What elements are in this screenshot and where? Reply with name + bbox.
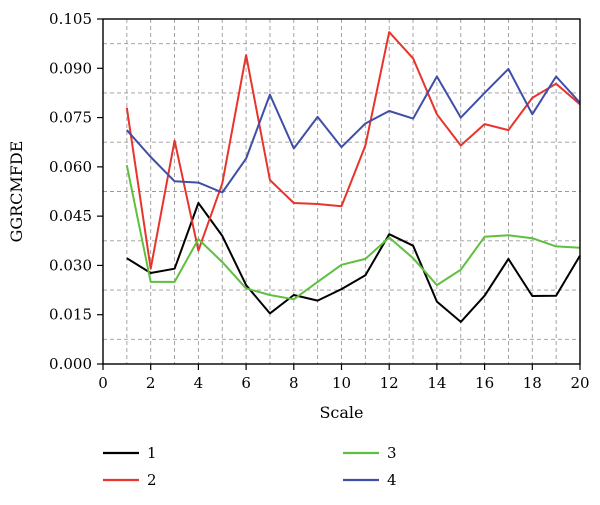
legend-label-4: 4 <box>387 471 397 489</box>
x-tick-label: 12 <box>380 374 399 392</box>
series-line-3 <box>125 164 581 301</box>
x-tick-label: 6 <box>241 374 251 392</box>
x-tick-label: 10 <box>332 374 351 392</box>
y-tick-label: 0.105 <box>49 10 92 28</box>
x-tick-label: 0 <box>98 374 108 392</box>
plot-series <box>125 31 581 323</box>
x-tick-label: 18 <box>523 374 542 392</box>
legend-label-2: 2 <box>147 471 157 489</box>
legend-label-1: 1 <box>147 444 157 462</box>
legend-label-3: 3 <box>387 444 397 462</box>
legend: 1 2 3 4 <box>103 444 397 489</box>
y-axis-title: GGRCMFDE <box>7 141 26 243</box>
y-tick-label: 0.030 <box>49 256 92 274</box>
x-tick-label: 4 <box>194 374 204 392</box>
x-tick-label: 2 <box>146 374 156 392</box>
x-tick-label: 20 <box>570 374 589 392</box>
series-line-1 <box>126 202 581 323</box>
y-tick-label: 0.090 <box>49 59 92 77</box>
series-line-2 <box>125 31 581 270</box>
y-tick-label: 0.015 <box>49 306 92 324</box>
y-tick-label: 0.060 <box>49 158 92 176</box>
x-tick-label: 8 <box>289 374 299 392</box>
y-tick-label: 0.045 <box>49 207 92 225</box>
y-tick-label: 0.000 <box>49 355 92 373</box>
series-line-4 <box>126 67 581 194</box>
x-axis-title: Scale <box>319 403 363 422</box>
axes: 0.000 0.015 0.030 0.045 0.060 0.075 0.090 0.105… <box>49 10 590 392</box>
x-tick-label: 16 <box>475 374 494 392</box>
y-tick-label: 0.075 <box>49 109 92 127</box>
x-tick-label: 14 <box>427 374 446 392</box>
